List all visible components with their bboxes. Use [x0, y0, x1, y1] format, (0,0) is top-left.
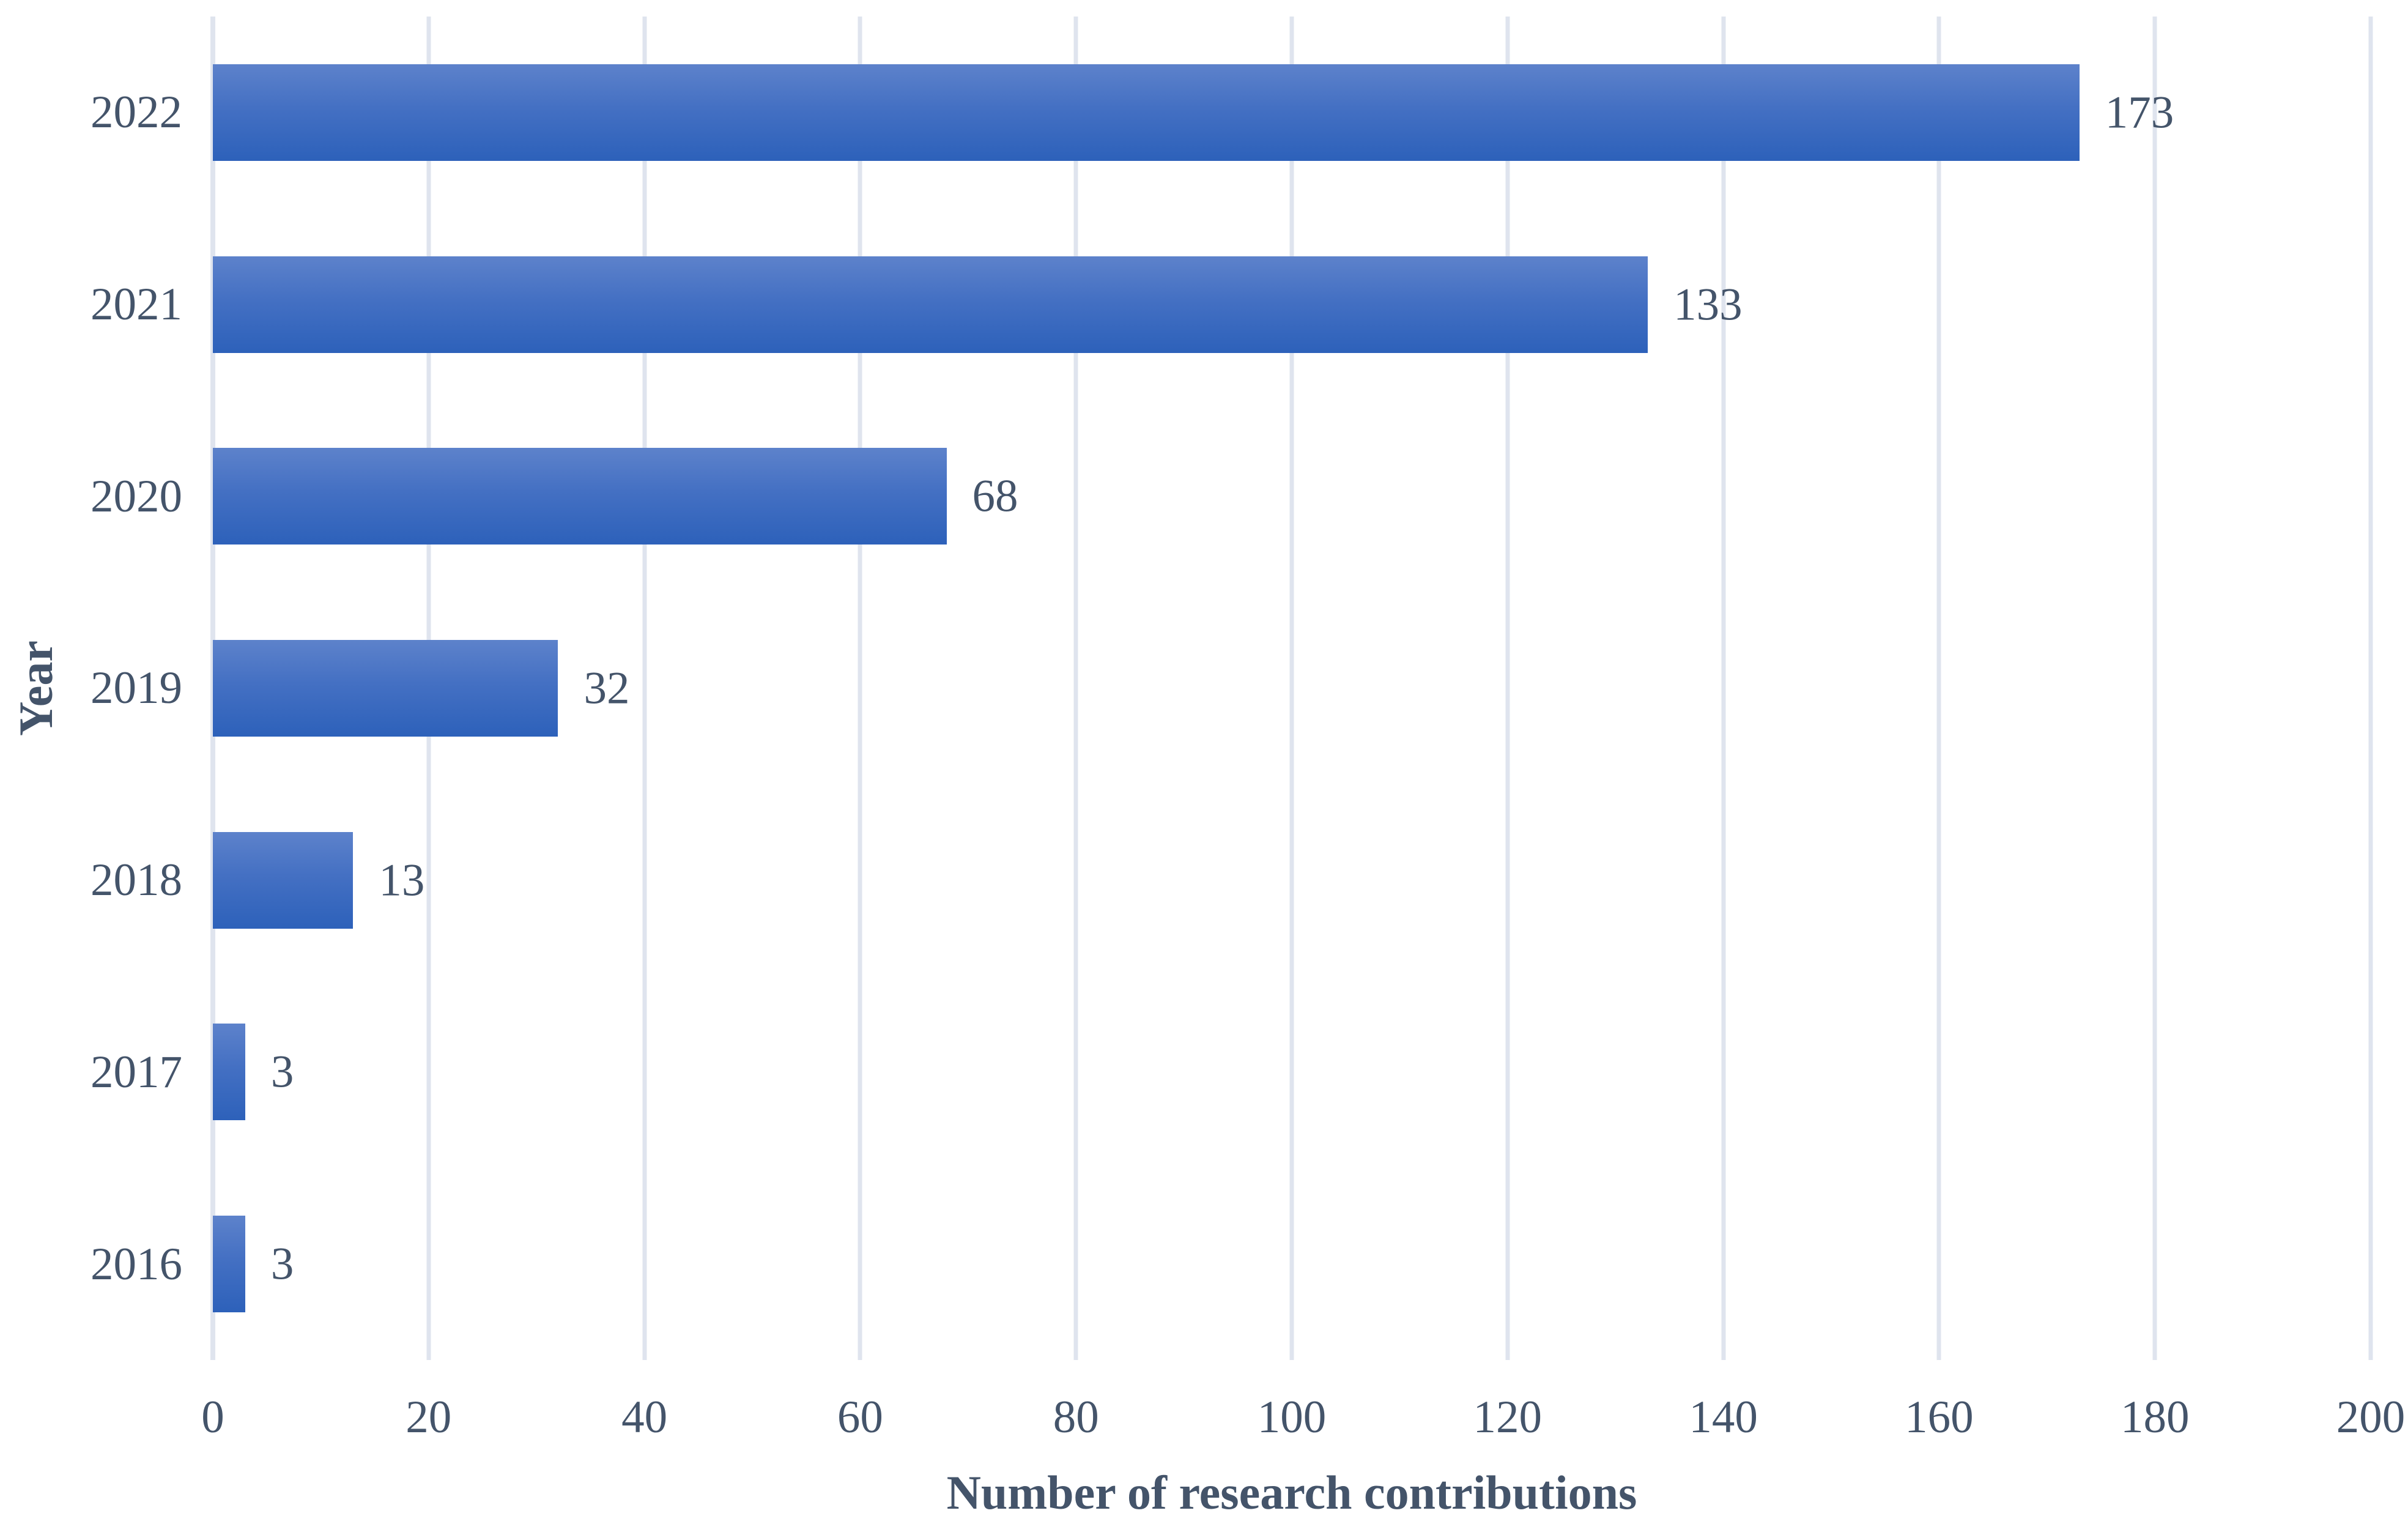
y-cat-row: 2016 [0, 1168, 182, 1360]
bar-row: 3 [213, 976, 2371, 1169]
gridline [2152, 17, 2157, 1360]
bar-value-label: 3 [270, 1046, 294, 1098]
bar-row: 3 [213, 1168, 2371, 1360]
bar-value-label: 32 [583, 663, 630, 714]
bar-value-label: 68 [972, 470, 1018, 522]
gridline [1721, 17, 1726, 1360]
gridline [1505, 17, 1510, 1360]
gridline [1073, 17, 1078, 1360]
x-tick-label: 120 [1473, 1392, 1543, 1443]
x-tick-label: 180 [2120, 1392, 2190, 1443]
y-cat-row: 2018 [0, 784, 182, 976]
y-category-label: 2021 [91, 279, 182, 330]
x-tick-label: 80 [1053, 1392, 1099, 1443]
y-cat-row: 2020 [0, 400, 182, 592]
y-cat-row: 2019 [0, 592, 182, 784]
y-category-label: 2016 [91, 1238, 182, 1290]
bar-row: 133 [213, 209, 2371, 401]
bar-value-label: 173 [2105, 87, 2174, 138]
x-tick-label: 100 [1257, 1392, 1327, 1443]
x-tick-label: 40 [621, 1392, 668, 1443]
bar-value-label: 3 [270, 1238, 294, 1290]
y-category-label: 2017 [91, 1046, 182, 1098]
bar-row: 13 [213, 784, 2371, 976]
bar-2016 [213, 1216, 245, 1313]
x-tick-label: 20 [406, 1392, 452, 1443]
x-tick-label: 0 [201, 1392, 224, 1443]
bar-2019 [213, 639, 558, 737]
y-category-label: 2019 [91, 663, 182, 714]
plot-area: 173 133 68 32 13 3 3 [210, 17, 2373, 1360]
gridline [1936, 17, 1941, 1360]
y-cat-row: 2017 [0, 976, 182, 1169]
bar-2022 [213, 64, 2080, 161]
bar-row: 32 [213, 592, 2371, 784]
bar-value-label: 133 [1673, 279, 1743, 330]
y-category-label: 2020 [91, 470, 182, 522]
bar-2017 [213, 1024, 245, 1121]
gridline [1289, 17, 1294, 1360]
y-category-labels: 2022 2021 2020 2019 2018 2017 2016 [0, 17, 182, 1360]
x-axis-tick-labels: 0 20 40 60 80 100 120 140 160 180 200 [201, 1384, 2405, 1451]
gridline [642, 17, 647, 1360]
y-category-label: 2018 [91, 855, 182, 906]
gridline [2368, 17, 2373, 1360]
bar-row: 68 [213, 400, 2371, 592]
x-tick-label: 160 [1905, 1392, 1974, 1443]
bar-row: 173 [213, 17, 2371, 209]
bar-2018 [213, 831, 354, 929]
bar-2020 [213, 448, 947, 545]
bar-2021 [213, 256, 1648, 353]
x-tick-label: 60 [837, 1392, 883, 1443]
y-category-label: 2022 [91, 87, 182, 138]
y-cat-row: 2022 [0, 17, 182, 209]
x-tick-label: 200 [2336, 1392, 2406, 1443]
x-tick-label: 140 [1689, 1392, 1758, 1443]
x-axis-title: Number of research contributions [946, 1466, 1637, 1519]
bar-value-label: 13 [379, 855, 425, 906]
gridline [858, 17, 862, 1360]
y-cat-row: 2021 [0, 209, 182, 401]
